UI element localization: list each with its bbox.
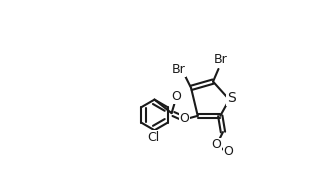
Text: S: S	[227, 91, 236, 105]
Text: Cl: Cl	[148, 131, 160, 144]
Text: O: O	[179, 112, 189, 125]
Text: O: O	[223, 145, 233, 158]
Text: Br: Br	[172, 63, 185, 76]
Text: O: O	[212, 138, 222, 151]
Text: Br: Br	[213, 53, 227, 66]
Text: O: O	[171, 90, 181, 103]
